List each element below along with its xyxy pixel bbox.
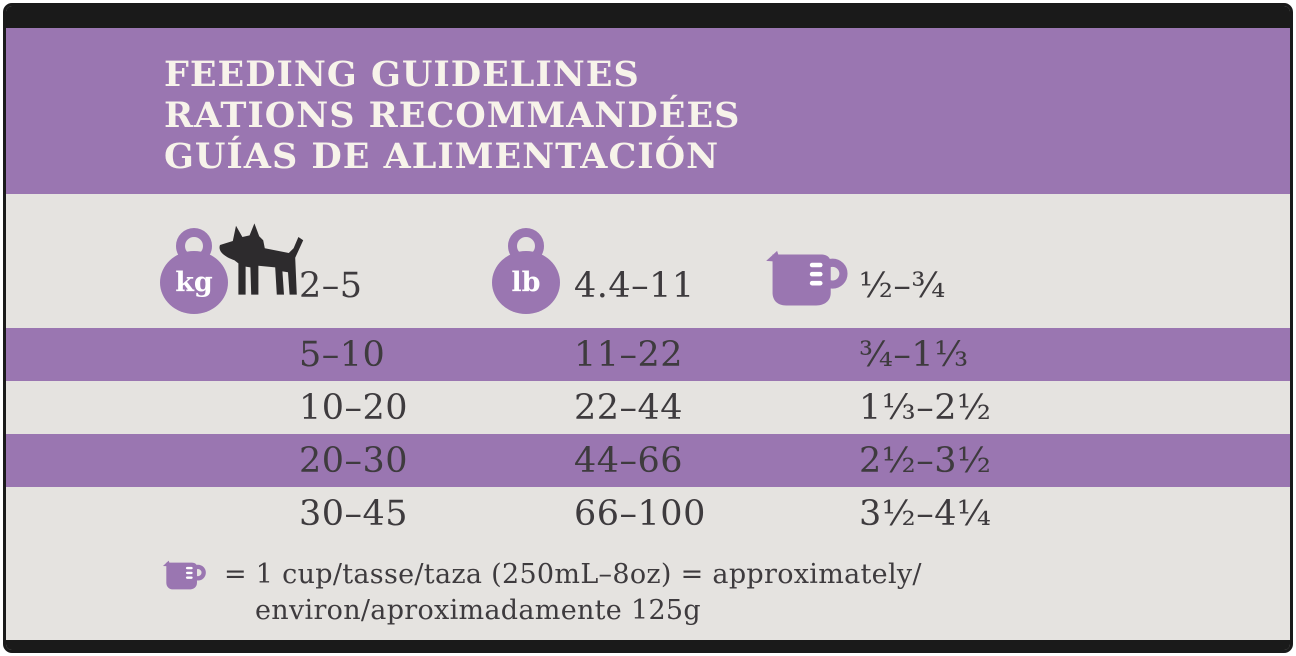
lb-range: 4.4–11 [574,266,695,306]
cups-range: 1⅓–2½ [859,387,992,428]
footnote-cup-icon [162,560,206,590]
kg-range: 20–30 [299,440,409,481]
measuring-cup-icon [766,250,848,306]
kg-range: 30–45 [299,493,409,534]
header-band: FEEDING GUIDELINES RATIONS RECOMMANDÉES … [6,28,1290,194]
title-english: FEEDING GUIDELINES [164,54,640,95]
title-spanish: GUÍAS DE ALIMENTACIÓN [164,136,720,177]
lb-range: 11–22 [574,334,684,375]
table-row: 5–10 11–22 ¾–1⅓ [6,328,1290,381]
feeding-table: kg 2–5 lb 4.4–11 [6,194,1290,540]
table-row: 20–30 44–66 2½–3½ [6,434,1290,487]
lb-range: 66–100 [574,493,706,534]
cups-range: 3½–4¼ [859,493,992,534]
kg-range: 2–5 [299,266,363,306]
dog-silhouette-icon [219,223,304,295]
lb-weight-icon: lb [492,228,560,314]
lb-range: 22–44 [574,387,684,428]
table-row: 10–20 22–44 1⅓–2½ [6,381,1290,434]
kg-range: 10–20 [299,387,409,428]
footnote-line2: environ/aproximadamente 125g [255,595,701,626]
table-row: 30–45 66–100 3½–4¼ [6,487,1290,540]
weight-ball: lb [492,251,560,314]
footnote: = 1 cup/tasse/taza (250mL–8oz) = approxi… [6,540,1290,629]
lb-range: 44–66 [574,440,684,481]
footnote-line1: = 1 cup/tasse/taza (250mL–8oz) = approxi… [224,559,922,590]
bottom-black-bar [6,640,1290,650]
panel-frame: FEEDING GUIDELINES RATIONS RECOMMANDÉES … [3,3,1293,653]
kg-unit-label: kg [175,267,213,298]
top-black-bar [6,6,1290,28]
title-french: RATIONS RECOMMANDÉES [164,95,741,136]
weight-ball: kg [160,251,228,314]
kg-range: 5–10 [299,334,386,375]
cups-range: ¾–1⅓ [859,334,969,375]
cups-range: ½–¾ [859,266,946,306]
kg-weight-icon: kg [160,228,228,314]
cups-range: 2½–3½ [859,440,992,481]
footnote-text: = 1 cup/tasse/taza (250mL–8oz) = approxi… [224,557,922,629]
table-header-row: kg 2–5 lb 4.4–11 [6,194,1290,328]
lb-unit-label: lb [511,267,541,298]
